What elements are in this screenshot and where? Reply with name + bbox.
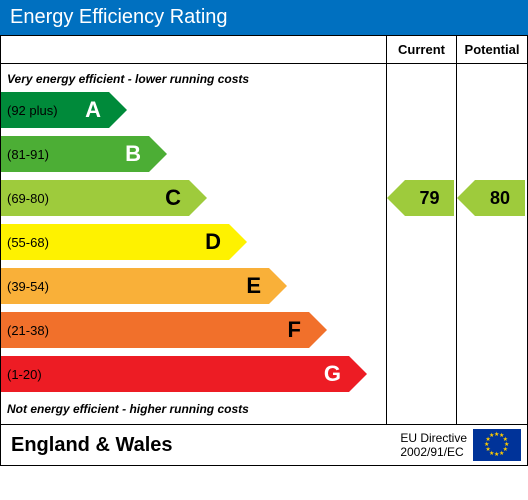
current-value: 79 (405, 180, 454, 216)
bar-range-e: (39-54) (7, 279, 49, 294)
footer-right: EU Directive 2002/91/EC ★★★★★★★★★★★★ (394, 425, 527, 465)
potential-arrow: 80 (475, 180, 525, 216)
caption-bottom: Not energy efficient - higher running co… (1, 398, 386, 420)
current-arrow: 79 (405, 180, 454, 216)
bar-d: (55-68) D (1, 224, 229, 260)
bars-column: Very energy efficient - lower running co… (1, 64, 387, 424)
title-bar: Energy Efficiency Rating (0, 0, 528, 35)
bar-g: (1-20) G (1, 356, 349, 392)
col-current-header: Current (387, 36, 457, 63)
bar-row-d: (55-68) D (1, 222, 386, 262)
bar-b: (81-91) B (1, 136, 149, 172)
bar-range-a: (92 plus) (7, 103, 58, 118)
bar-range-g: (1-20) (7, 367, 42, 382)
body-row: Very energy efficient - lower running co… (1, 64, 527, 424)
bar-row-b: (81-91) B (1, 134, 386, 174)
current-column: 79 (387, 64, 457, 424)
footer-region: England & Wales (1, 426, 394, 465)
col-potential-header: Potential (457, 36, 527, 63)
bar-letter-d: D (205, 229, 221, 255)
epc-table: Current Potential Very energy efficient … (0, 35, 528, 466)
bar-range-b: (81-91) (7, 147, 49, 162)
bar-row-a: (92 plus) A (1, 90, 386, 130)
directive-line1: EU Directive (400, 431, 467, 445)
bar-c: (69-80) C (1, 180, 189, 216)
eu-star-icon: ★ (499, 450, 504, 457)
bar-a: (92 plus) A (1, 92, 109, 128)
bar-letter-e: E (246, 273, 261, 299)
eu-flag-icon: ★★★★★★★★★★★★ (473, 429, 521, 461)
bar-e: (39-54) E (1, 268, 269, 304)
bar-row-f: (21-38) F (1, 310, 386, 350)
bar-row-e: (39-54) E (1, 266, 386, 306)
bar-letter-a: A (85, 97, 101, 123)
bar-letter-b: B (125, 141, 141, 167)
bar-letter-f: F (288, 317, 301, 343)
bar-letter-g: G (324, 361, 341, 387)
bar-row-c: (69-80) C (1, 178, 386, 218)
bar-range-c: (69-80) (7, 191, 49, 206)
eu-star-icon: ★ (494, 451, 499, 458)
header-spacer (1, 36, 387, 63)
potential-value: 80 (475, 180, 525, 216)
bar-range-f: (21-38) (7, 323, 49, 338)
header-row: Current Potential (1, 36, 527, 64)
bar-letter-c: C (165, 185, 181, 211)
footer-row: England & Wales EU Directive 2002/91/EC … (1, 424, 527, 465)
directive-line2: 2002/91/EC (400, 445, 463, 459)
caption-top: Very energy efficient - lower running co… (1, 68, 386, 90)
bar-f: (21-38) F (1, 312, 309, 348)
bar-row-g: (1-20) G (1, 354, 386, 394)
potential-column: 80 (457, 64, 527, 424)
eu-star-icon: ★ (489, 432, 494, 439)
epc-chart: Energy Efficiency Rating Current Potenti… (0, 0, 528, 466)
footer-directive: EU Directive 2002/91/EC (400, 431, 467, 460)
bar-range-d: (55-68) (7, 235, 49, 250)
